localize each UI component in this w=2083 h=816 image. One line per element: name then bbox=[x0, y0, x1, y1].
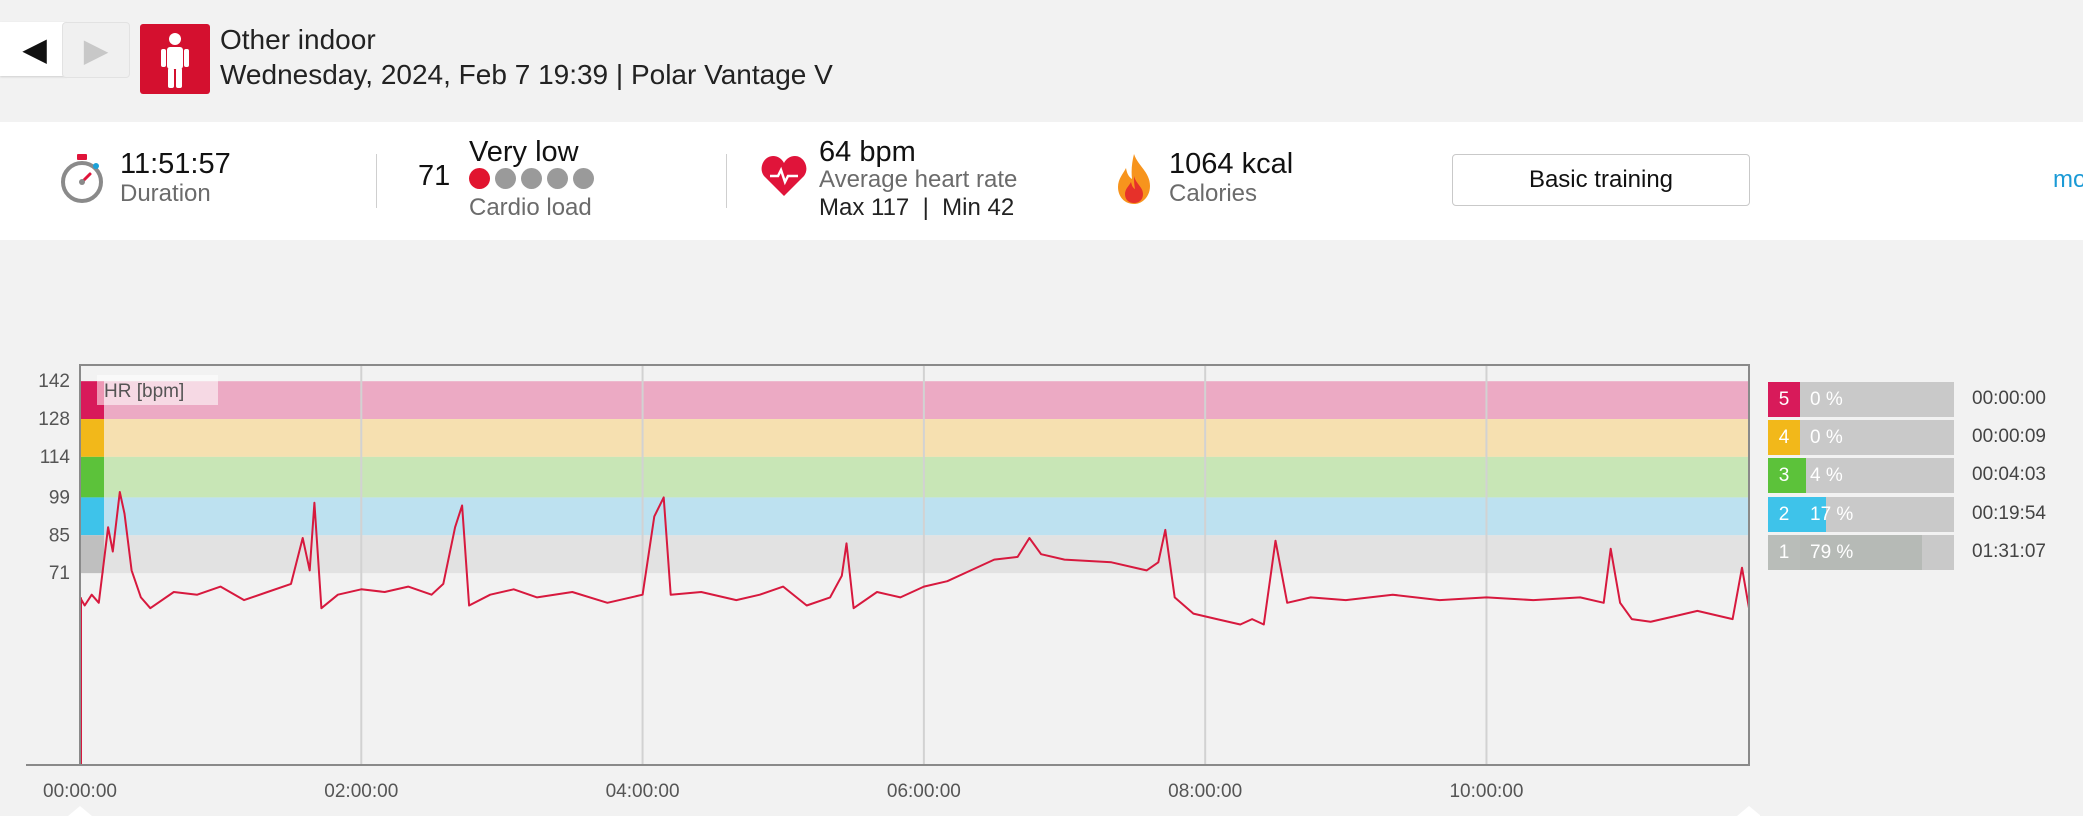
zone-number: 4 bbox=[1768, 420, 1800, 455]
zone-time: 00:00:09 bbox=[1972, 426, 2046, 447]
zone-3-marker bbox=[80, 456, 104, 498]
zone-percent: 17 % bbox=[1810, 504, 1854, 525]
x-tick-label: 02:00:00 bbox=[324, 781, 398, 802]
zone-bar: 17 % bbox=[1800, 497, 1954, 532]
heart-rate-line bbox=[79, 491, 1750, 626]
more-link[interactable]: mo bbox=[2053, 166, 2083, 193]
divider bbox=[726, 154, 727, 208]
duration-value: 11:51:57 bbox=[120, 148, 231, 180]
zone-summary-row: 4 0 % bbox=[1768, 420, 1954, 455]
range-start-handle bbox=[68, 806, 92, 816]
heart-rate-chart-svg: HR [bpm] 142 128 114 99 85 71 00:00:00 02:00:00 0… bbox=[26, 364, 1760, 816]
zone-number: 1 bbox=[1768, 535, 1800, 570]
calories-label: Calories bbox=[1169, 180, 1258, 207]
cardio-load-indicator bbox=[469, 168, 594, 189]
next-session-button[interactable]: ▶ bbox=[62, 22, 130, 78]
x-tick-label: 10:00:00 bbox=[1449, 781, 1523, 802]
stopwatch-icon bbox=[61, 154, 103, 203]
avg-heart-rate-value: 64 bpm bbox=[819, 136, 916, 168]
zone-time: 01:31:07 bbox=[1972, 541, 2046, 562]
session-datetime-device: Wednesday, 2024, Feb 7 19:39 | Polar Van… bbox=[220, 59, 833, 90]
cardio-load-dot bbox=[573, 168, 594, 189]
avg-heart-rate-label: Average heart rate bbox=[819, 166, 1018, 193]
zone-percent: 0 % bbox=[1810, 427, 1843, 448]
zone-time: 00:19:54 bbox=[1972, 503, 2046, 524]
y-tick-label: 114 bbox=[40, 447, 71, 468]
series-label-bg bbox=[97, 375, 218, 405]
sport-icon-tile bbox=[140, 24, 210, 94]
zone-3-band bbox=[80, 456, 1749, 498]
zone-time: 00:04:03 bbox=[1972, 464, 2046, 485]
series-label: HR [bpm] bbox=[104, 381, 184, 402]
zone-summary-row: 3 4 % bbox=[1768, 458, 1954, 493]
zone-2-marker bbox=[80, 497, 104, 536]
zone-1-marker bbox=[80, 535, 104, 574]
cardio-load-dot bbox=[547, 168, 568, 189]
zone-summary-row: 1 79 % bbox=[1768, 535, 1954, 570]
y-tick-label: 85 bbox=[49, 525, 70, 546]
zone-5-band bbox=[80, 381, 1749, 420]
zone-number: 2 bbox=[1768, 497, 1800, 532]
training-benefit-button[interactable]: Basic training bbox=[1452, 154, 1750, 206]
zone-summary-row: 5 0 % bbox=[1768, 382, 1954, 417]
flame-icon bbox=[1118, 154, 1150, 204]
x-tick-label: 04:00:00 bbox=[606, 781, 680, 802]
zone-time: 00:00:00 bbox=[1972, 388, 2046, 409]
zone-2-band bbox=[80, 497, 1749, 536]
zone-percent: 79 % bbox=[1810, 542, 1854, 563]
zone-number: 5 bbox=[1768, 382, 1800, 417]
arrow-left-icon: ◀ bbox=[22, 31, 47, 67]
cardio-load-value: 71 bbox=[418, 160, 451, 192]
zone-4-marker bbox=[80, 419, 104, 457]
zone-bar: 0 % bbox=[1800, 382, 1954, 417]
y-tick-label: 71 bbox=[49, 563, 70, 584]
range-end-handle bbox=[1737, 806, 1760, 816]
x-tick-label: 00:00:00 bbox=[43, 781, 117, 802]
y-tick-label: 142 bbox=[38, 371, 70, 392]
x-tick-label: 06:00:00 bbox=[887, 781, 961, 802]
summary-bar: 11:51:57 Duration 71 Very low Cardio loa… bbox=[0, 122, 2083, 240]
cardio-load-level: Very low bbox=[469, 136, 579, 168]
previous-session-button[interactable]: ◀ bbox=[0, 22, 69, 76]
y-tick-label: 99 bbox=[49, 487, 70, 508]
cardio-load-label: Cardio load bbox=[469, 194, 592, 221]
arrow-right-icon: ▶ bbox=[83, 32, 109, 68]
cardio-load-dot bbox=[521, 168, 542, 189]
zone-1-band bbox=[80, 535, 1749, 574]
y-tick-label: 128 bbox=[38, 409, 70, 430]
zone-percent: 4 % bbox=[1810, 465, 1843, 486]
zone-bar: 4 % bbox=[1800, 458, 1954, 493]
heart-icon bbox=[761, 156, 807, 196]
cardio-load-dot bbox=[495, 168, 516, 189]
heart-rate-max-min: Max 117 | Min 42 bbox=[819, 194, 1015, 221]
zone-4-band bbox=[80, 419, 1749, 457]
person-standing-icon bbox=[161, 33, 189, 88]
zone-bar: 79 % bbox=[1800, 535, 1954, 570]
zone-number: 3 bbox=[1768, 458, 1800, 493]
calories-value: 1064 kcal bbox=[1169, 148, 1294, 180]
zone-bar-fill bbox=[1800, 458, 1807, 493]
duration-label: Duration bbox=[120, 180, 211, 207]
zone-bar: 0 % bbox=[1800, 420, 1954, 455]
x-tick-label: 08:00:00 bbox=[1168, 781, 1242, 802]
zone-bar-fill bbox=[1800, 497, 1827, 532]
cardio-load-dot bbox=[469, 168, 490, 189]
zone-bar-fill bbox=[1800, 535, 1922, 570]
sport-name: Other indoor bbox=[220, 24, 376, 55]
divider bbox=[376, 154, 377, 208]
zone-summary-row: 2 17 % bbox=[1768, 497, 1954, 532]
zone-percent: 0 % bbox=[1810, 389, 1843, 410]
heart-rate-chart: HR [bpm] 142 128 114 99 85 71 00:00:00 02:00:00 0… bbox=[0, 340, 2083, 816]
